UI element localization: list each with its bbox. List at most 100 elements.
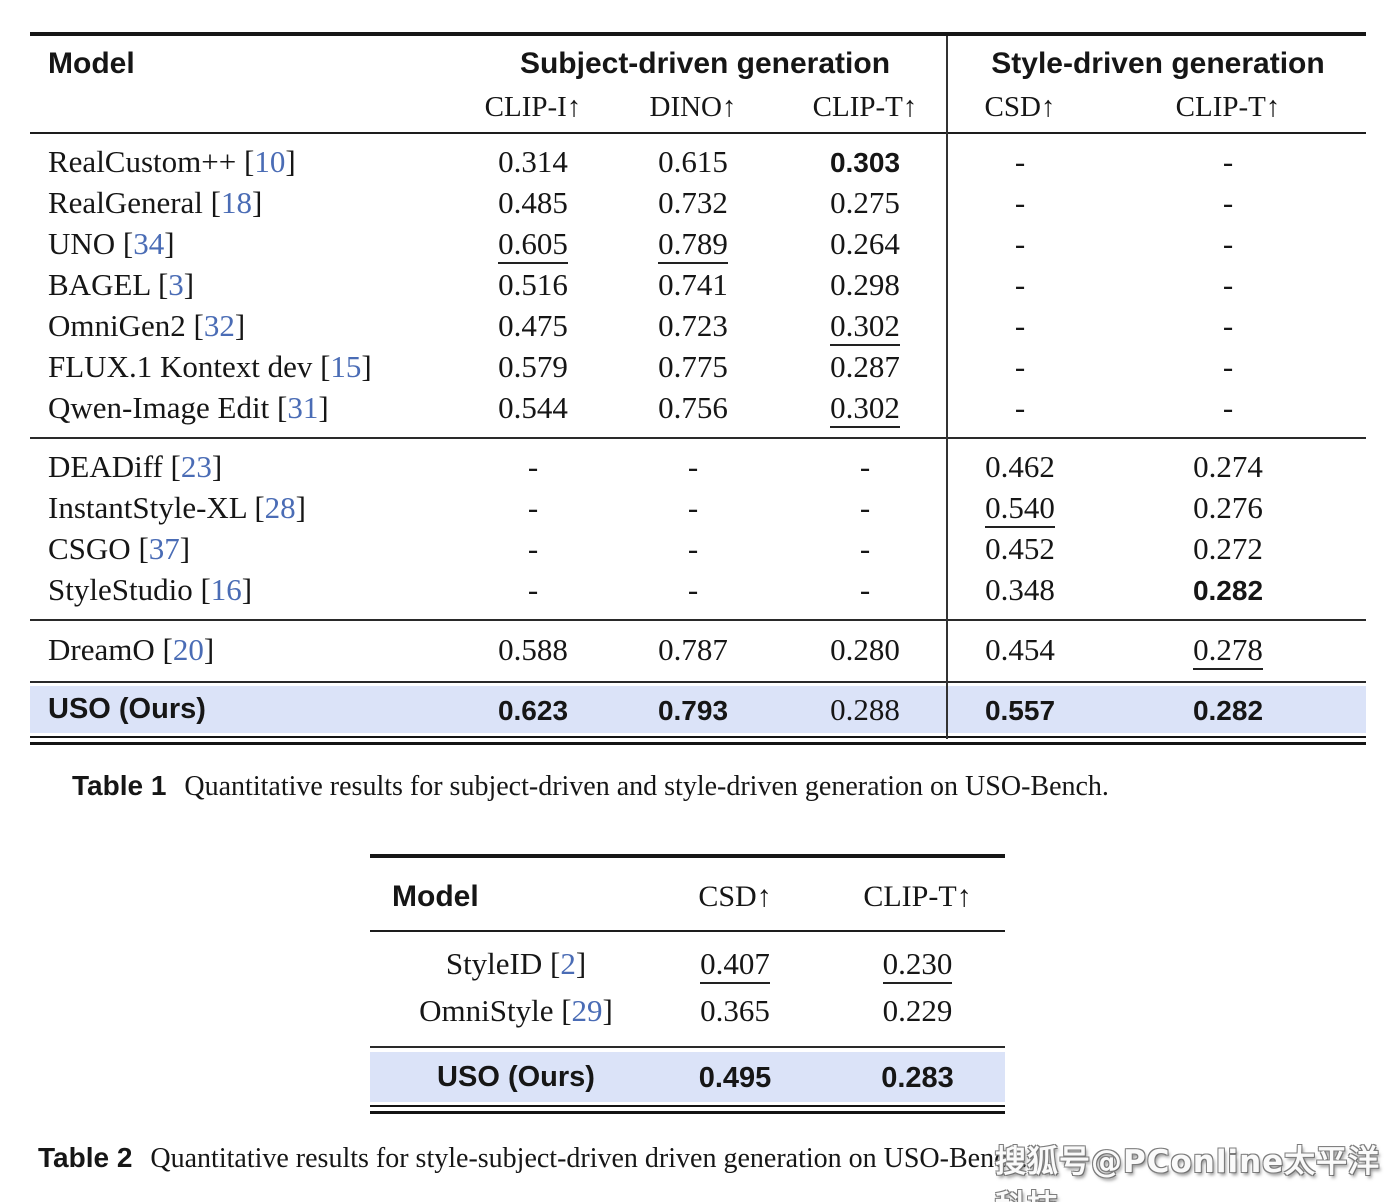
metric-value: 0.288 (830, 692, 900, 727)
metric-value: 0.579 (498, 349, 568, 384)
metric-value: 0.229 (882, 993, 953, 1028)
table2-model-header: Model (392, 880, 479, 913)
model-name: Qwen-Image Edit [31] (48, 390, 329, 425)
table2-top-rule (370, 854, 1005, 858)
metric-value: 0.302 (780, 305, 950, 346)
metric-value: - (1014, 308, 1026, 343)
table1-subject-group: RealCustom++ [10] 0.314 0.615 0.303 - - … (30, 134, 1366, 437)
model-name: USO (Ours) (48, 693, 206, 725)
table-row: RealCustom++ [10] 0.314 0.615 0.303 - - (30, 141, 1366, 182)
metric-value: 0.274 (1193, 449, 1263, 484)
metric-value: 0.454 (985, 632, 1055, 667)
table-row: DreamO [20] 0.588 0.787 0.280 0.454 0.27… (30, 629, 1366, 670)
metric-value: - (527, 572, 539, 607)
metric-value: - (1014, 349, 1026, 384)
citation-ref: 20 (172, 632, 204, 667)
model-name: OmniStyle [29] (419, 993, 613, 1028)
metric-value: 0.303 (829, 147, 901, 178)
table1-group-rule (30, 619, 1366, 621)
caption-text: Quantitative results for subject-driven … (184, 771, 1109, 802)
metric-value: - (687, 531, 699, 566)
citation-ref: 29 (571, 993, 603, 1028)
table2-bottom-rule (370, 1105, 1005, 1114)
metric-value: - (1222, 308, 1234, 343)
metric-value: 0.407 (640, 940, 830, 987)
metric-value: 0.605 (460, 223, 606, 264)
table1-top-rule (30, 32, 1366, 36)
metric-value: - (1014, 390, 1026, 425)
model-name: StyleStudio [16] (48, 572, 253, 607)
metric-value: 0.272 (1193, 531, 1263, 566)
table-row: UNO [34] 0.605 0.789 0.264 - - (30, 223, 1366, 264)
metric-value: - (1222, 390, 1234, 425)
model-name: FLUX.1 Kontext dev [15] (48, 349, 372, 384)
citation-ref: 3 (168, 267, 184, 302)
citation-ref: 10 (254, 144, 286, 179)
metric-value: 0.314 (498, 144, 568, 179)
table-row: InstantStyle-XL [28] - - - 0.540 0.276 (30, 487, 1366, 528)
citation-ref: 23 (180, 449, 212, 484)
model-name: DreamO [20] (48, 632, 215, 667)
citation-ref: 18 (221, 185, 252, 220)
table1-group-rule (30, 437, 1366, 439)
metric-value: - (1222, 144, 1234, 179)
table-row-uso: USO (Ours) 0.623 0.793 0.288 0.557 0.282 (30, 686, 1366, 733)
metric-value: - (687, 490, 699, 525)
metric-value: - (527, 490, 539, 525)
table1-caption: Table 1 Quantitative results for subject-… (72, 770, 1109, 803)
metric-value: 0.756 (658, 390, 728, 425)
metric-value: 0.278 (1090, 629, 1366, 670)
metric-value: 0.775 (658, 349, 728, 384)
metric-value: 0.275 (830, 185, 900, 220)
citation-ref: 15 (330, 349, 362, 384)
table-row-uso: USO (Ours) 0.495 0.283 (370, 1052, 1005, 1102)
metric-value: - (859, 531, 871, 566)
watermark: 搜狐号@PConline太平洋科技 (995, 1144, 1381, 1202)
metric-value: - (1222, 226, 1234, 261)
metric-value: 0.280 (830, 632, 900, 667)
citation-ref: 28 (264, 490, 296, 525)
model-name: RealCustom++ [10] (48, 144, 296, 179)
model-name: OmniGen2 [32] (48, 308, 246, 343)
metric-value: 0.230 (830, 940, 1005, 987)
metric-value: 0.348 (985, 572, 1055, 607)
citation-ref: 37 (148, 531, 180, 566)
citation-ref: 2 (560, 946, 576, 981)
col-header-csd: CSD↑ (698, 880, 772, 913)
table-row: OmniGen2 [32] 0.475 0.723 0.302 - - (30, 305, 1366, 346)
table2-header-row: Model CSD↑ CLIP-T↑ (370, 858, 1005, 930)
metric-value: 0.516 (498, 267, 568, 302)
metric-value: - (859, 449, 871, 484)
model-name: USO (Ours) (437, 1061, 595, 1093)
metric-value: 0.732 (658, 185, 728, 220)
metric-value: - (527, 449, 539, 484)
metric-value: 0.283 (881, 1062, 954, 1094)
citation-ref: 31 (287, 390, 319, 425)
model-name: CSGO [37] (48, 531, 191, 566)
col-header-clip-t: CLIP-T↑ (812, 91, 918, 123)
metric-value: - (1222, 267, 1234, 302)
metric-value: 0.623 (497, 695, 569, 726)
metric-value: - (1014, 185, 1026, 220)
metric-value: - (859, 572, 871, 607)
model-name: DEADiff [23] (48, 449, 223, 484)
metric-value: 0.276 (1193, 490, 1263, 525)
table2-header-rule (370, 930, 1005, 932)
table1-group-header-row: Model Subject-driven generation Style-dr… (30, 36, 1366, 86)
metric-value: 0.615 (658, 144, 728, 179)
metric-value: 0.544 (498, 390, 568, 425)
table1-bottom-rule (30, 736, 1366, 745)
table1-model-header: Model (48, 47, 135, 80)
metric-value: 0.793 (657, 695, 729, 726)
model-name: StyleID [2] (445, 946, 587, 981)
caption-label: Table 2 (38, 1142, 133, 1173)
metric-value: 0.264 (830, 226, 900, 261)
metric-value: - (1014, 144, 1026, 179)
metric-value: 0.298 (830, 267, 900, 302)
metric-value: - (1222, 185, 1234, 220)
metric-value: 0.475 (498, 308, 568, 343)
metric-value: 0.485 (498, 185, 568, 220)
metric-value: 0.365 (700, 993, 770, 1028)
metric-value: - (1014, 267, 1026, 302)
table-row: RealGeneral [18] 0.485 0.732 0.275 - - (30, 182, 1366, 223)
